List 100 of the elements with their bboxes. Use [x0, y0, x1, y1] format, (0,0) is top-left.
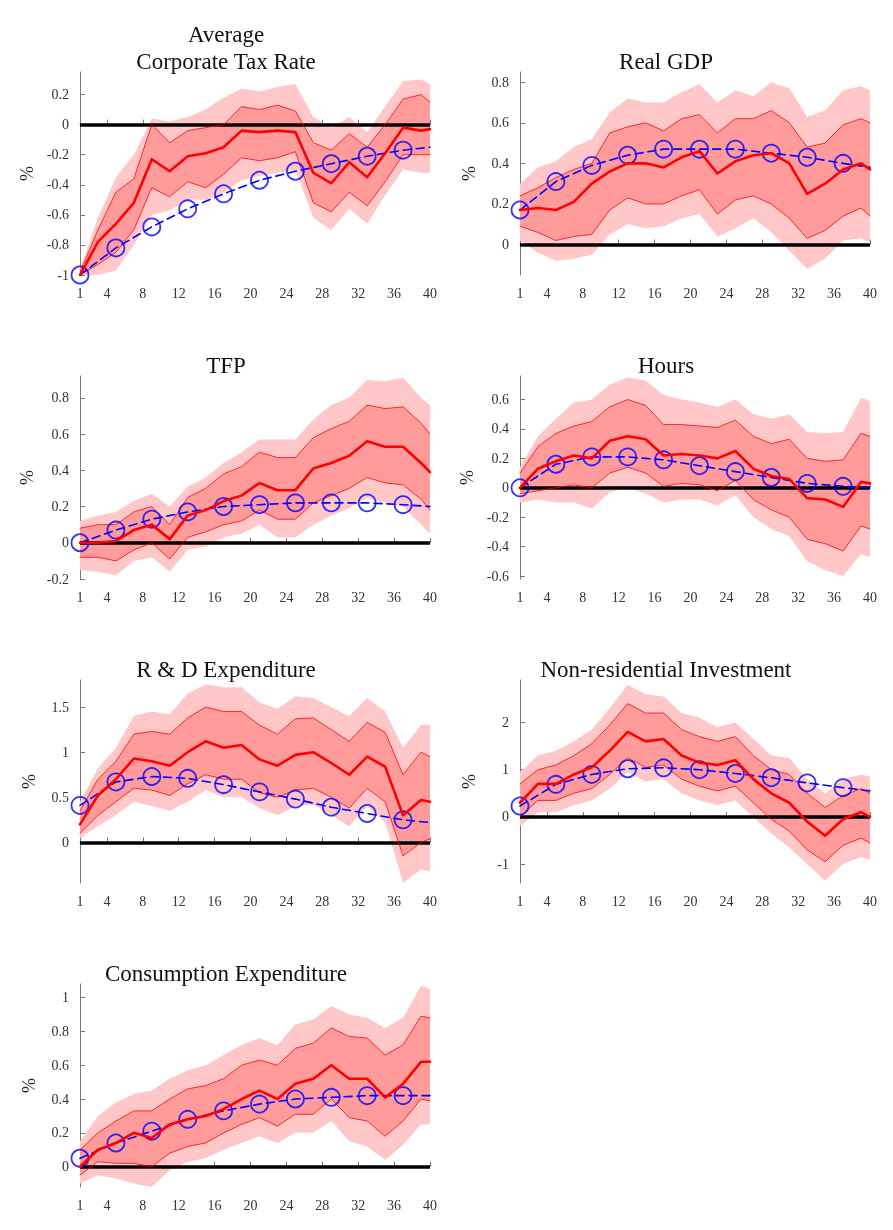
x-tick-label: 8 — [579, 285, 587, 301]
x-tick-label: 20 — [683, 893, 698, 909]
y-tick-label: 0.6 — [491, 392, 509, 408]
point — [357, 493, 377, 513]
y-tick-label: 0 — [502, 237, 509, 253]
y-tick-label: -0.2 — [46, 571, 69, 587]
x-tick-label: 16 — [207, 285, 222, 301]
y-tick-label: 0 — [62, 117, 69, 133]
x-tick-label: 16 — [207, 1197, 222, 1213]
y-tick-label: 0.4 — [51, 1091, 69, 1107]
point — [178, 768, 198, 788]
x-tick-label: 32 — [791, 285, 806, 301]
point — [321, 1087, 341, 1107]
y-tick-label: 2 — [502, 714, 509, 730]
y-tick-label: 0 — [62, 535, 69, 551]
point — [106, 238, 126, 258]
point — [250, 495, 269, 515]
y-tick-label: 0.6 — [51, 1057, 69, 1073]
y-tick-label: 0.2 — [51, 499, 69, 514]
x-tick-label: 1 — [516, 893, 524, 909]
x-tick-label: 1 — [516, 589, 524, 605]
x-tick-label: 12 — [171, 589, 186, 605]
chart-title: Average Corporate Tax Rate — [136, 22, 316, 74]
point — [546, 172, 566, 192]
y-tick-label: 0.5 — [51, 789, 69, 805]
x-tick-label: 40 — [423, 893, 437, 909]
point — [178, 1109, 198, 1129]
point — [690, 456, 709, 476]
x-tick-label: 40 — [423, 589, 437, 605]
x-tick-label: 4 — [543, 285, 551, 301]
point — [582, 447, 602, 467]
x-tick-label: 40 — [423, 285, 437, 301]
x-tick-label: 32 — [791, 589, 806, 605]
point — [142, 1121, 162, 1141]
x-tick-label: 24 — [279, 589, 294, 605]
y-tick-label: 0 — [62, 1159, 69, 1175]
point — [393, 810, 413, 830]
line-series — [519, 399, 871, 474]
point — [726, 139, 745, 159]
point — [70, 1148, 90, 1168]
x-tick-label: 32 — [351, 589, 366, 605]
point — [321, 154, 341, 174]
x-tick-label: 40 — [423, 1197, 437, 1213]
point — [106, 1133, 126, 1153]
x-tick-label: 16 — [207, 589, 222, 605]
line-series — [519, 110, 871, 197]
y-tick-label: 0.6 — [491, 115, 509, 131]
x-tick-label: 32 — [351, 1197, 366, 1213]
point — [214, 184, 233, 204]
y-tick-label: -0.6 — [486, 568, 509, 584]
x-tick-label: 4 — [543, 589, 551, 605]
point — [618, 447, 638, 467]
x-tick-label: 8 — [579, 893, 587, 909]
point — [833, 476, 853, 496]
x-tick-label: 1 — [76, 893, 84, 909]
x-tick-label: 20 — [243, 285, 258, 301]
chart-title: R & D Expenditure — [136, 657, 316, 682]
point — [70, 796, 90, 815]
point — [546, 454, 566, 474]
x-tick-label: 8 — [139, 285, 147, 301]
point — [357, 1086, 377, 1106]
line-series — [79, 706, 431, 812]
x-tick-label: 28 — [755, 589, 770, 605]
x-tick-label: 28 — [315, 1197, 330, 1213]
x-tick-label: 16 — [647, 589, 662, 605]
point — [510, 478, 530, 498]
x-tick-label: 20 — [683, 285, 698, 301]
y-tick-label: -0.2 — [486, 509, 509, 525]
point — [286, 1089, 305, 1109]
x-tick-label: 24 — [719, 589, 734, 605]
y-axis-title: % — [19, 774, 39, 789]
y-tick-label: -1 — [57, 267, 69, 283]
x-tick-label: 28 — [315, 285, 330, 301]
point — [510, 200, 530, 220]
line-series — [79, 477, 431, 562]
point — [357, 146, 377, 166]
x-tick-label: 1 — [76, 1197, 84, 1213]
y-tick-label: 0.4 — [51, 462, 69, 478]
point — [214, 497, 233, 516]
line-series — [78, 1060, 432, 1168]
x-tick-label: 4 — [103, 893, 111, 909]
x-tick-label: 36 — [387, 285, 402, 301]
x-tick-label: 4 — [103, 1197, 111, 1213]
x-tick-label: 28 — [315, 589, 330, 605]
x-tick-label: 1 — [516, 285, 524, 301]
x-tick-label: 8 — [139, 589, 147, 605]
x-tick-label: 28 — [315, 893, 330, 909]
x-tick-label: 36 — [827, 285, 842, 301]
point — [178, 199, 198, 219]
x-tick-label: 16 — [647, 893, 662, 909]
y-tick-label: -0.2 — [46, 147, 69, 163]
chart-title: Non-residential Investment — [540, 657, 793, 682]
x-tick-label: 8 — [579, 589, 587, 605]
point — [654, 139, 673, 159]
x-tick-label: 28 — [755, 893, 770, 909]
point — [142, 217, 162, 237]
y-tick-label: 0.8 — [491, 74, 509, 90]
x-tick-label: 1 — [76, 589, 84, 605]
y-tick-label: -0.4 — [46, 177, 69, 193]
x-tick-label: 4 — [103, 285, 111, 301]
